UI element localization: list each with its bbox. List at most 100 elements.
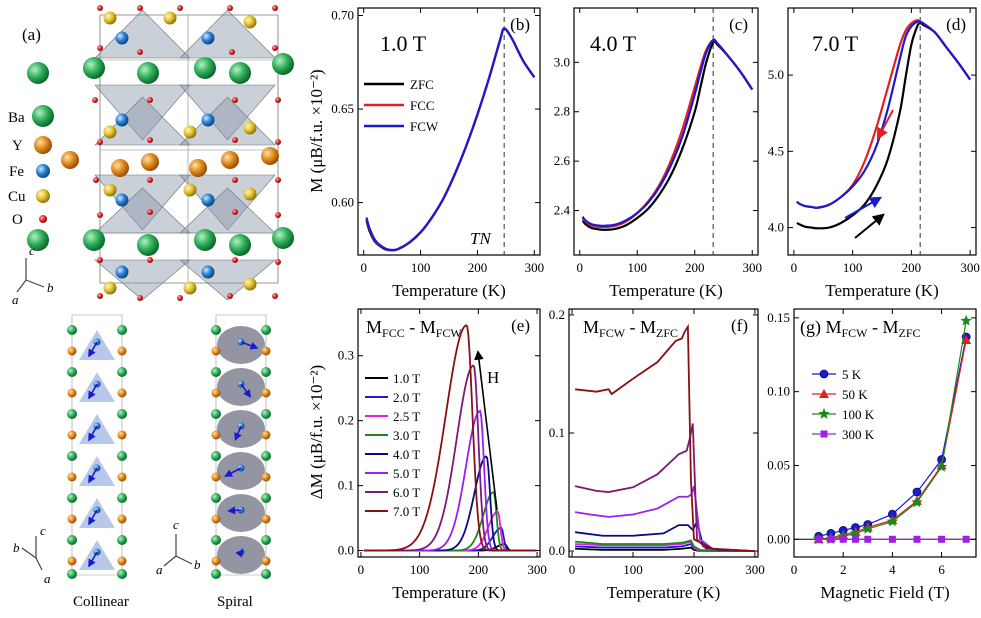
- legend-label: 6.0 T: [393, 485, 420, 500]
- spin-arrow: [88, 467, 98, 484]
- o-atom: [275, 97, 281, 103]
- ba-atom: [194, 57, 216, 79]
- y-tick-label: 0.65: [331, 101, 354, 116]
- series-fcc-line: [365, 27, 536, 252]
- y-atom: [61, 151, 79, 169]
- x-tick-label: 300: [745, 562, 765, 577]
- cu-atom: [103, 125, 117, 139]
- chart-panel-c: 0 100 200 300 2.4 2.6 2.8 3.0 Temperature (K) (c)…: [554, 7, 762, 300]
- axis-a-label-3: a: [156, 562, 163, 577]
- data-point: [913, 535, 921, 543]
- o-atom: [147, 257, 153, 263]
- series-30T-line: [575, 539, 755, 552]
- data-point: [961, 335, 972, 344]
- legend-marker: [820, 430, 828, 438]
- ba-atom: [211, 325, 221, 335]
- series-25T-line: [363, 510, 537, 552]
- y-atom: [67, 514, 77, 524]
- data-point: [839, 535, 847, 543]
- y-tick-label: 0.05: [767, 457, 790, 472]
- ba-atom: [117, 367, 127, 377]
- ba-atom: [117, 569, 127, 579]
- spin-arrow: [227, 506, 242, 515]
- ba-atom: [211, 409, 221, 419]
- series-zfc-line: [365, 27, 536, 252]
- x-tick-label: 4: [889, 562, 896, 577]
- x-tick-label: 200: [468, 260, 488, 275]
- x-tick-label: 100: [623, 562, 643, 577]
- field-label: 1.0 T: [380, 31, 427, 56]
- y-atom: [211, 346, 221, 356]
- y-atom: [189, 159, 207, 177]
- o-atom: [177, 295, 183, 301]
- series-60T-line: [363, 364, 537, 552]
- coordination-pyramid: [94, 84, 191, 141]
- ba-atom: [261, 325, 271, 335]
- o-atom: [272, 45, 278, 51]
- plot-frame: [357, 308, 541, 558]
- field-label: 4.0 T: [590, 31, 637, 56]
- chart-panel-e: 0 100 200 300 0.0 0.1 0.2 0.3 Temperature (K) (e)…: [307, 308, 547, 602]
- fe-atom: [115, 31, 129, 45]
- axis-a-label-2: a: [44, 571, 51, 586]
- ba-atom: [261, 535, 271, 545]
- panel-label: (b): [510, 15, 530, 34]
- o-atom: [232, 97, 238, 103]
- legend-label: 5.0 T: [393, 466, 420, 481]
- y-axis-label: M (μB/f.u. ×10⁻²): [307, 69, 326, 192]
- x-axis-label: Temperature (K): [607, 583, 721, 602]
- legend-fe: Fe: [9, 164, 50, 180]
- ba-atom: [137, 234, 159, 256]
- cu-atom: [103, 11, 117, 25]
- axis-b-label: b: [47, 280, 54, 295]
- zfc-arrow: [854, 213, 885, 239]
- plot-frame: [568, 308, 759, 558]
- y-atom: [117, 472, 127, 482]
- y-tick-label: 4.5: [768, 143, 784, 158]
- y-atom: [111, 159, 129, 177]
- field-arrow-label: H: [487, 368, 499, 387]
- data-point: [862, 522, 874, 534]
- ba-atom: [211, 569, 221, 579]
- cu-atom: [183, 281, 197, 295]
- series-fcc-line: [581, 38, 754, 229]
- chart-panel-b: 0 100 200 300 0.60 0.65 0.70 Temperature (K) (b)…: [307, 7, 544, 300]
- spin-arrow: [240, 341, 259, 350]
- o-atom: [147, 137, 153, 143]
- ba-atom: [67, 569, 77, 579]
- spin-arrow: [88, 383, 98, 400]
- x-tick-label: 6: [938, 562, 945, 577]
- spin-arrow: [235, 548, 244, 558]
- spin-arrow: [234, 425, 242, 442]
- o-atom: [275, 177, 281, 183]
- x-tick-label: 2: [840, 562, 847, 577]
- data-point: [911, 496, 923, 508]
- legend-fcw-label: FCW: [410, 119, 439, 134]
- y-atom: [117, 556, 127, 566]
- ba-atom: [211, 367, 221, 377]
- data-point: [912, 487, 922, 497]
- o-atom: [272, 5, 278, 11]
- cu-atom: [243, 277, 257, 291]
- o-atom-icon: [39, 215, 47, 223]
- x-tick-label: 0: [358, 562, 365, 577]
- o-atom: [275, 139, 281, 145]
- o-atom: [93, 177, 99, 183]
- y-tick-label: 2.6: [554, 153, 571, 168]
- y-tick-label: 2.4: [554, 203, 571, 218]
- collinear-caption: Collinear: [73, 594, 129, 610]
- ba-atom: [261, 367, 271, 377]
- data-point: [960, 314, 972, 326]
- o-atom: [272, 293, 278, 299]
- x-axis-label: Temperature (K): [392, 583, 506, 602]
- fe-atom: [115, 113, 129, 127]
- o-atom: [137, 49, 143, 55]
- fe-atom: [115, 265, 129, 279]
- legend-y: Y: [12, 136, 52, 154]
- crystal-structure-panel: (a) Ba Y Fe Cu O: [8, 5, 294, 610]
- o-atom: [147, 97, 153, 103]
- legend-fcc-label: FCC: [410, 98, 435, 113]
- ba-atom: [117, 535, 127, 545]
- x-axis-label: Temperature (K): [392, 281, 506, 300]
